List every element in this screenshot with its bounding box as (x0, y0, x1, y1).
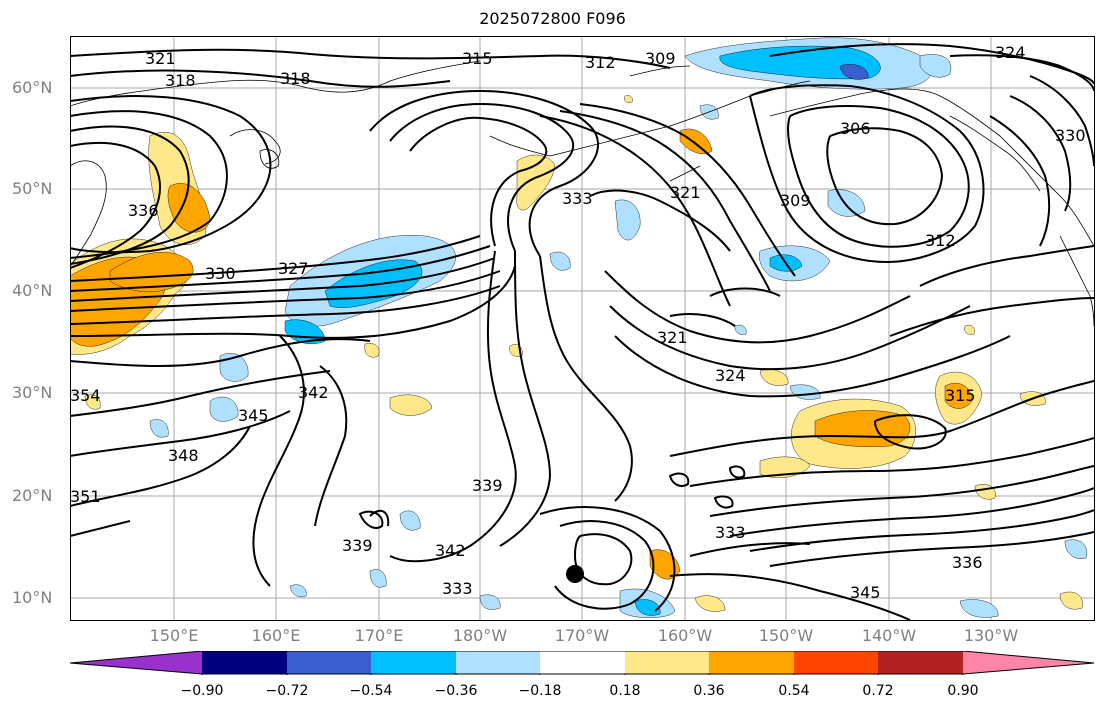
contour-label-group: 321 318 315 312 309 324 306 330 336 330 … (70, 43, 1086, 602)
lon-label: 140°W (861, 626, 917, 645)
lon-label: 170°E (354, 626, 404, 645)
contour-label: 309 (645, 49, 676, 68)
colorbar-swatch (70, 651, 202, 674)
colorbar-tick-label: 0.54 (778, 683, 810, 699)
lat-label: 60°N (12, 78, 53, 97)
colorbar-swatch (540, 651, 625, 674)
lat-label: 50°N (12, 179, 53, 198)
colorbar-swatch (878, 651, 963, 674)
contour-label: 321 (670, 183, 701, 202)
colorbar-swatch (625, 651, 709, 674)
lon-label: 150°E (149, 626, 199, 645)
contour-label: 348 (168, 446, 199, 465)
positive-anomaly-shading (70, 95, 1083, 612)
contour-label: 318 (280, 69, 311, 88)
contour-label: 333 (562, 189, 593, 208)
colorbar-swatch (371, 651, 456, 674)
colorbar-tick-label: −0.36 (434, 683, 478, 699)
lon-label: 150°W (758, 626, 814, 645)
colorbar-tick-label: −0.18 (518, 683, 562, 699)
lon-label: 180°W (452, 626, 508, 645)
contour-label: 354 (70, 386, 101, 405)
contour-label: 315 (462, 49, 493, 68)
colorbar-swatch (456, 651, 540, 674)
contour-label: 339 (472, 476, 503, 495)
contour-label: 336 (128, 201, 159, 220)
contour-label: 306 (840, 119, 871, 138)
colorbar-tick-label: −0.72 (265, 683, 309, 699)
contour-label: 333 (715, 523, 746, 542)
contour-label: 324 (715, 366, 746, 385)
colorbar-swatch (963, 651, 1094, 674)
coastlines (70, 60, 1094, 327)
colorbar-tick-label: −0.54 (349, 683, 393, 699)
lat-label: 20°N (12, 486, 53, 505)
vortex-marker (566, 565, 584, 583)
contour-label: 345 (238, 406, 269, 425)
colorbar-tick-label: 0.18 (609, 683, 641, 699)
colorbar-tick-label: −0.90 (180, 683, 224, 699)
colorbar-swatch (709, 651, 794, 674)
colorbar (70, 651, 1095, 675)
lat-label: 40°N (12, 281, 53, 300)
contour-label: 330 (1055, 126, 1086, 145)
map-panel[interactable]: 321 318 315 312 309 324 306 330 336 330 … (70, 36, 1094, 620)
contour-label: 333 (442, 579, 473, 598)
contour-label: 312 (925, 231, 956, 250)
colorbar-ticks (201, 674, 964, 675)
graticule (70, 36, 1094, 620)
contour-label: 315 (945, 386, 976, 405)
contour-label: 321 (657, 328, 688, 347)
colorbar-swatch (202, 651, 287, 674)
contour-label: 351 (70, 487, 101, 506)
contour-label: 339 (342, 536, 373, 555)
map-canvas: 321 318 315 312 309 324 306 330 336 330 … (70, 36, 1094, 620)
contour-lines (70, 43, 1094, 620)
lat-label: 10°N (12, 588, 53, 607)
colorbar-tick-label: 0.36 (693, 683, 725, 699)
contour-label: 342 (435, 541, 466, 560)
lat-label: 30°N (12, 383, 53, 402)
colorbar-swatch (794, 651, 878, 674)
colorbar-tick-label: 0.72 (862, 683, 894, 699)
contour-label: 345 (850, 583, 881, 602)
negative-anomaly-shading (149, 37, 1088, 618)
contour-label: 324 (995, 43, 1026, 62)
lon-label: 130°W (963, 626, 1019, 645)
colorbar-tick-label: 0.90 (947, 683, 979, 699)
lon-label: 160°E (251, 626, 301, 645)
map-title: 2025072800 F096 (479, 9, 626, 28)
contour-label: 321 (145, 49, 176, 68)
lon-label: 170°W (554, 626, 610, 645)
contour-label: 330 (205, 264, 236, 283)
contour-label: 312 (585, 53, 616, 72)
contour-label: 318 (165, 71, 196, 90)
contour-label: 309 (780, 191, 811, 210)
contour-label: 336 (952, 553, 983, 572)
contour-label: 342 (298, 383, 329, 402)
lon-label: 160°W (657, 626, 713, 645)
contour-label: 327 (278, 259, 309, 278)
colorbar-swatch (287, 651, 371, 674)
